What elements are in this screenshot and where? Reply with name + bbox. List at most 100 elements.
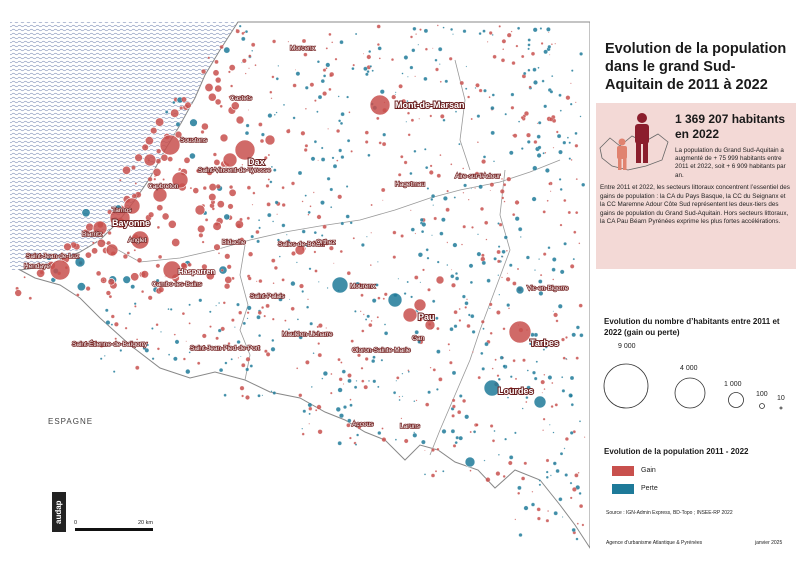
commune-circle xyxy=(405,121,407,123)
commune-circle xyxy=(371,359,376,364)
commune-circle xyxy=(447,343,450,346)
commune-circle xyxy=(351,67,355,71)
commune-circle xyxy=(214,98,222,106)
commune-circle xyxy=(526,385,531,390)
commune-circle xyxy=(486,278,491,283)
commune-circle xyxy=(471,226,474,229)
commune-circle xyxy=(478,184,483,189)
commune-circle xyxy=(200,130,205,134)
commune-circle xyxy=(167,219,177,229)
commune-circle xyxy=(346,95,349,99)
commune-circle xyxy=(578,492,582,495)
commune-circle xyxy=(128,312,131,315)
commune-circle xyxy=(224,253,231,260)
population-map: Morcenx Castets Mont-de-Marsan Soustons … xyxy=(10,21,590,549)
commune-circle xyxy=(101,278,105,282)
commune-circle xyxy=(398,395,401,398)
commune-circle xyxy=(545,519,550,523)
commune-circle xyxy=(284,319,287,322)
commune-circle xyxy=(321,332,325,336)
commune-circle xyxy=(497,222,500,225)
commune-circle xyxy=(532,67,537,72)
commune-circle xyxy=(446,189,449,193)
commune-circle xyxy=(558,497,563,502)
commune-circle xyxy=(258,279,263,284)
commune-circle xyxy=(185,340,187,342)
commune-circle xyxy=(332,164,338,169)
commune-circle xyxy=(147,295,153,301)
commune-circle xyxy=(568,141,571,144)
commune-circle xyxy=(527,43,531,47)
commune-circle xyxy=(230,358,233,361)
commune-circle xyxy=(368,323,373,328)
commune-circle xyxy=(327,334,330,337)
commune-circle xyxy=(483,155,487,159)
commune-circle xyxy=(506,176,512,182)
commune-circle xyxy=(133,302,137,306)
commune-circle xyxy=(308,406,313,411)
commune-circle xyxy=(578,420,581,423)
commune-circle xyxy=(526,140,531,144)
commune-circle xyxy=(510,92,515,97)
commune-circle xyxy=(419,217,424,222)
commune-circle xyxy=(491,367,494,370)
commune-circle xyxy=(339,413,344,419)
commune-circle xyxy=(325,327,327,329)
town-circle xyxy=(49,259,71,281)
commune-circle xyxy=(355,32,358,36)
town-label-biarritz: Biarritz xyxy=(82,231,102,238)
commune-circle xyxy=(227,342,231,345)
commune-circle xyxy=(576,522,579,525)
commune-circle xyxy=(301,38,307,44)
commune-circle xyxy=(320,79,325,84)
commune-circle xyxy=(368,50,372,53)
commune-circle xyxy=(209,310,212,313)
commune-circle xyxy=(114,321,119,327)
town-circle xyxy=(222,152,238,168)
commune-circle xyxy=(431,448,435,452)
commune-circle xyxy=(551,43,553,46)
commune-circle xyxy=(208,269,211,272)
commune-circle xyxy=(407,133,411,137)
commune-circle xyxy=(325,47,328,50)
commune-circle xyxy=(325,242,329,246)
commune-circle xyxy=(577,471,580,474)
commune-circle xyxy=(209,325,212,328)
commune-circle xyxy=(337,95,340,98)
commune-circle xyxy=(365,140,369,144)
commune-circle xyxy=(322,91,327,96)
commune-circle xyxy=(271,75,275,79)
commune-circle xyxy=(238,310,243,315)
commune-circle xyxy=(275,77,279,81)
commune-circle xyxy=(518,227,523,232)
commune-circle xyxy=(520,115,525,120)
commune-circle xyxy=(464,414,470,420)
commune-circle xyxy=(238,24,242,28)
commune-circle xyxy=(534,269,536,271)
commune-circle xyxy=(406,280,409,284)
commune-circle xyxy=(425,248,429,252)
commune-circle xyxy=(323,74,327,78)
commune-circle xyxy=(403,160,408,165)
commune-circle xyxy=(316,404,322,410)
town-label-saint-jean-pied: Saint-Jean-Pied-de-Port xyxy=(190,345,260,352)
commune-circle xyxy=(574,131,578,135)
commune-circle xyxy=(248,67,250,69)
commune-circle xyxy=(160,153,169,162)
commune-circle xyxy=(506,272,508,274)
commune-circle xyxy=(561,376,564,379)
commune-circle xyxy=(91,247,99,255)
commune-circle xyxy=(160,331,162,333)
commune-circle xyxy=(255,230,260,235)
commune-circle xyxy=(364,130,369,135)
commune-circle xyxy=(429,114,433,118)
commune-circle xyxy=(575,356,579,360)
commune-circle xyxy=(267,213,272,218)
commune-circle xyxy=(570,82,572,85)
commune-circle xyxy=(330,373,333,376)
commune-circle xyxy=(528,85,532,89)
legend-label-4000: 4 000 xyxy=(680,365,698,372)
town-circle xyxy=(109,207,131,229)
commune-circle xyxy=(485,238,488,241)
commune-circle xyxy=(394,438,397,441)
